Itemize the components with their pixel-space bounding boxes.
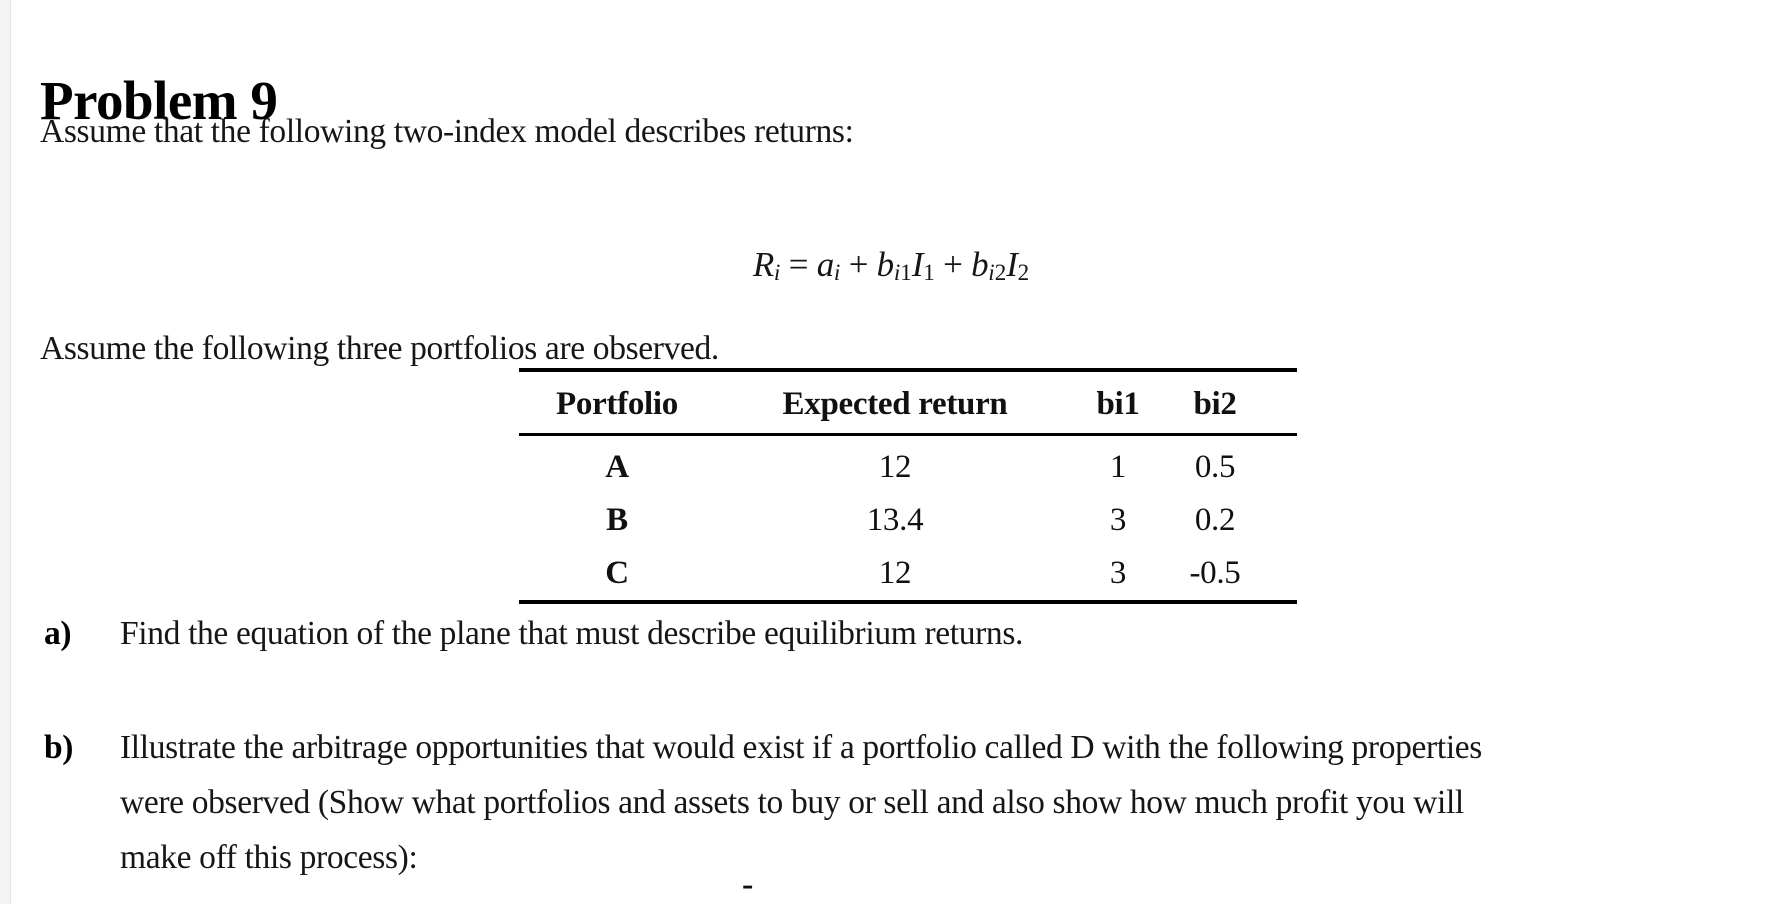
cell-bi2: 0.5	[1194, 449, 1236, 485]
question-b-line: Illustrate the arbitrage opportunities t…	[120, 729, 1482, 766]
cell-expected-return: 12	[878, 449, 912, 485]
dash-bullet: -	[742, 866, 754, 903]
cell-portfolio: B	[606, 502, 628, 538]
formula-part: ai	[816, 245, 841, 286]
formula-part: Ri	[752, 245, 781, 286]
cell-expected-return: 13.4	[866, 502, 924, 538]
intro-paragraph: Assume that the following two-index mode…	[40, 113, 854, 150]
formula-part: bi2	[971, 245, 1007, 286]
formula-part: I1	[911, 245, 935, 286]
page-title: Problem 9	[40, 69, 278, 131]
header-portfolio: Portfolio	[519, 370, 715, 436]
header-expected-return: Expected return	[715, 370, 1075, 436]
table-header-row: Portfolio Expected return bi1 bi2	[519, 370, 1297, 436]
cell-expected-return: 12	[878, 555, 912, 591]
question-b-text: Illustrate the arbitrage opportunities t…	[120, 720, 1482, 885]
question-b-line: were observed (Show what portfolios and …	[120, 784, 1464, 821]
cell-bi2: 0.2	[1194, 502, 1236, 538]
question-a-label: a)	[44, 615, 72, 652]
page-edge-strip	[0, 0, 11, 904]
cell-bi1: 1	[1109, 449, 1127, 485]
formula-part: +	[934, 245, 972, 284]
cell-bi1: 3	[1109, 555, 1127, 591]
question-b: b) Illustrate the arbitrage opportunitie…	[44, 720, 1482, 885]
formula-part: bi1	[876, 245, 912, 286]
two-index-model-formula: Ri = ai + bi1I1 + bi2I2	[0, 245, 1782, 285]
portfolio-table: Portfolio Expected return bi1 bi2 A 12 1…	[519, 368, 1297, 604]
cell-bi2: -0.5	[1189, 555, 1241, 591]
cell-bi1: 3	[1109, 502, 1127, 538]
question-a-text: Find the equation of the plane that must…	[120, 615, 1024, 652]
formula-part: +	[840, 245, 877, 284]
question-a: a) Find the equation of the plane that m…	[44, 606, 1023, 661]
header-bi2: bi2	[1161, 370, 1297, 436]
formula-part: =	[780, 245, 817, 284]
table-row: B 13.4 3 0.2	[519, 494, 1297, 547]
table-row: A 12 1 0.5	[519, 435, 1297, 495]
formula-part: I2	[1006, 245, 1030, 286]
question-b-line: make off this process):	[120, 839, 418, 876]
observed-paragraph: Assume the following three portfolios ar…	[40, 330, 719, 367]
cell-portfolio: A	[605, 449, 629, 485]
header-bi1: bi1	[1075, 370, 1161, 436]
table-row: C 12 3 -0.5	[519, 547, 1297, 602]
cell-portfolio: C	[605, 555, 629, 591]
question-b-label: b)	[44, 729, 74, 766]
